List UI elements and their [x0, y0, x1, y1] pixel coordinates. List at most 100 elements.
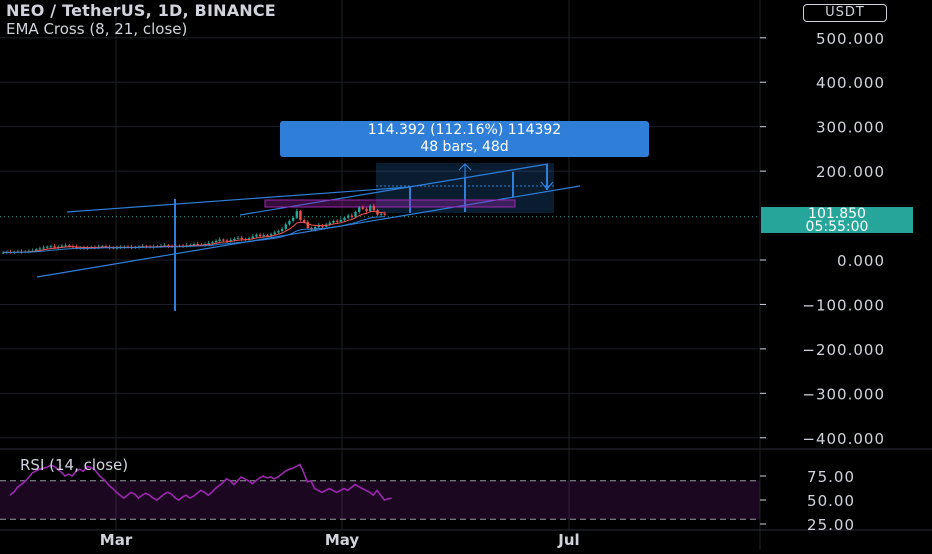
candle-body [317, 225, 321, 228]
candle-body [313, 227, 317, 230]
price-axis[interactable]: 500.000 400.000 300.000 200.000 0.000 −100.00… [760, 30, 885, 448]
candle-body [350, 215, 354, 217]
bar-countdown: 05:55:00 [805, 219, 869, 235]
price-tick-label: −100.000 [802, 296, 885, 314]
candle-body [233, 238, 236, 241]
candle-body [49, 246, 53, 248]
price-tick-label: 400.000 [816, 74, 885, 92]
candle-body [247, 238, 251, 240]
trend-line [36, 185, 581, 278]
candle-body [346, 215, 350, 218]
price-tick-label: −200.000 [802, 341, 885, 359]
candle-body [68, 245, 71, 247]
price-tick-label: −400.000 [802, 430, 885, 448]
candle-body [218, 239, 221, 241]
price-tick-label: −300.000 [802, 385, 885, 403]
candle-body [361, 207, 365, 209]
last-price-tag: 101.850 05:55:00 [761, 206, 913, 235]
candle-body [372, 205, 376, 211]
rsi-band-fill [0, 480, 760, 520]
candle-body [38, 248, 42, 250]
candle-body [339, 220, 343, 222]
time-axis[interactable]: Mar May Jul [100, 531, 580, 549]
candle-body [258, 234, 262, 237]
candle-body [357, 207, 361, 213]
rsi-tick-label: 75.00 [807, 468, 855, 486]
candle-body [60, 245, 64, 247]
candle-body [365, 208, 368, 212]
candle-body [240, 237, 243, 240]
candle-body [262, 235, 265, 237]
candle-body [284, 224, 287, 229]
candle-body [196, 244, 199, 246]
candle-body [64, 245, 67, 247]
time-tick-label: Jul [557, 531, 579, 549]
candle-body [211, 242, 214, 244]
candle-body [255, 234, 258, 237]
candle-body [299, 211, 302, 221]
candle-body [328, 222, 332, 225]
candle-body [42, 247, 45, 249]
measure-range-text: 48 bars, 48d [420, 139, 509, 155]
candle-body [2, 252, 5, 254]
candle-body [269, 234, 273, 236]
candle-body [266, 235, 269, 237]
range-highlight-box [264, 199, 516, 208]
candle-body [280, 228, 284, 232]
measure-arrow-up [458, 163, 472, 212]
candle-body [229, 240, 232, 242]
chart-legend: NEO / TetherUS, 1D, BINANCE EMA Cross (8… [6, 1, 276, 39]
candle-body [251, 236, 254, 239]
trend-drawings[interactable] [36, 163, 581, 311]
candle-body [57, 246, 60, 248]
measure-change-text: 114.392 (112.16%) 114392 [367, 122, 562, 138]
ema-line-8 [3, 210, 385, 253]
rsi-tick-label: 25.00 [807, 516, 855, 534]
candle-body [222, 239, 225, 241]
candle-body [192, 244, 196, 246]
last-price-value: 101.850 [808, 206, 866, 222]
candle-body [295, 211, 298, 218]
time-tick-label: Mar [100, 531, 133, 549]
candle-body [369, 205, 372, 212]
trend-line [66, 186, 411, 213]
price-tick-label: 300.000 [816, 119, 885, 137]
candle-body [306, 222, 310, 229]
ema-lines [3, 210, 385, 253]
symbol-title[interactable]: NEO / TetherUS, 1D, BINANCE [6, 1, 276, 20]
candle-body [332, 220, 335, 223]
candle-body [288, 220, 291, 225]
candle-body [273, 232, 276, 235]
measure-tooltip: 114.392 (112.16%) 114392 48 bars, 48d [280, 121, 649, 157]
rsi-pane: 75.00 50.00 25.00 [0, 463, 855, 534]
ema-line-21 [3, 216, 385, 253]
candle-body [35, 249, 38, 251]
candle-body [236, 237, 240, 239]
candle-body [383, 213, 387, 215]
rsi-tick-label: 50.00 [807, 492, 855, 510]
candle-body [277, 231, 280, 233]
candle-body [225, 240, 229, 242]
candle-body [335, 220, 339, 222]
candle-body [343, 217, 346, 221]
price-tick-label: 500.000 [816, 30, 885, 48]
candle-body [354, 212, 357, 217]
price-tick-label: 200.000 [816, 163, 885, 181]
rsi-line [9, 463, 392, 501]
candlestick-series [2, 203, 387, 255]
ema-indicator-label[interactable]: EMA Cross (8, 21, close) [6, 20, 188, 38]
candle-body [302, 220, 306, 223]
rsi-indicator-label[interactable]: RSI (14, close) [20, 456, 129, 474]
currency-button[interactable]: USDT [803, 4, 887, 22]
candle-body [53, 246, 56, 248]
time-tick-label: May [325, 531, 360, 549]
candle-body [207, 243, 210, 245]
candle-body [46, 246, 49, 248]
price-tick-label: 0.000 [837, 252, 885, 270]
candle-body [291, 217, 295, 221]
measure-arrow-down [540, 181, 554, 190]
candle-body [380, 213, 383, 215]
